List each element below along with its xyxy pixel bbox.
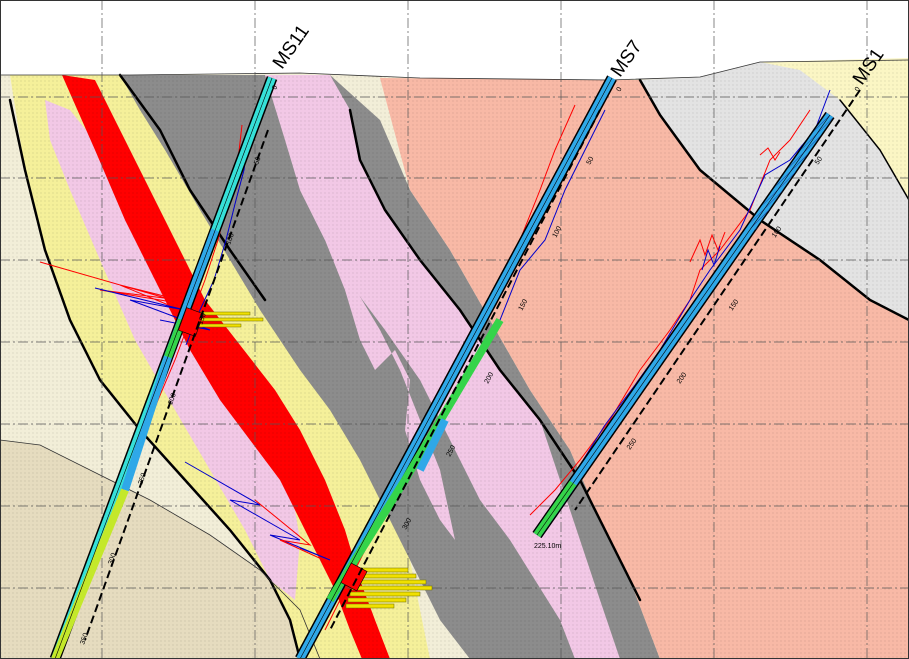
depth-label: 250 xyxy=(446,444,458,458)
depth-label: 0 xyxy=(271,85,279,91)
depth-labels-ms7: 0 50 100 150 200 250 300 xyxy=(402,86,624,531)
thin-contacts xyxy=(0,59,909,659)
grade-bars xyxy=(345,567,433,609)
depth-label: 300 xyxy=(107,552,118,565)
depth-tick-lines xyxy=(84,89,861,641)
drillhole-ms11 xyxy=(49,76,278,659)
depth-label: 100 xyxy=(225,232,236,245)
depth-label: 50 xyxy=(586,156,596,166)
depth-labels-ms11: 0 50 100 150 200 250 300 350 xyxy=(79,85,279,646)
depth-label: 0 xyxy=(854,86,862,93)
depth-label: 250 xyxy=(137,472,148,485)
depth-label: 200 xyxy=(167,392,178,405)
trace-blue-ms1 xyxy=(579,89,831,466)
trace-blue-ms11 xyxy=(185,139,249,346)
depth-label-end: 225.10m xyxy=(534,543,561,550)
depth-label: 0 xyxy=(616,86,624,93)
depth-label: 150 xyxy=(197,312,208,325)
drillhole-ms1 xyxy=(532,111,835,539)
depth-label: 50 xyxy=(814,156,824,166)
depth-label: 50 xyxy=(253,156,262,166)
depth-label: 150 xyxy=(518,298,530,312)
depth-label: 300 xyxy=(402,517,414,531)
depth-label: 200 xyxy=(484,371,496,385)
depth-label: 100 xyxy=(552,225,564,239)
depth-label: 350 xyxy=(79,632,90,645)
